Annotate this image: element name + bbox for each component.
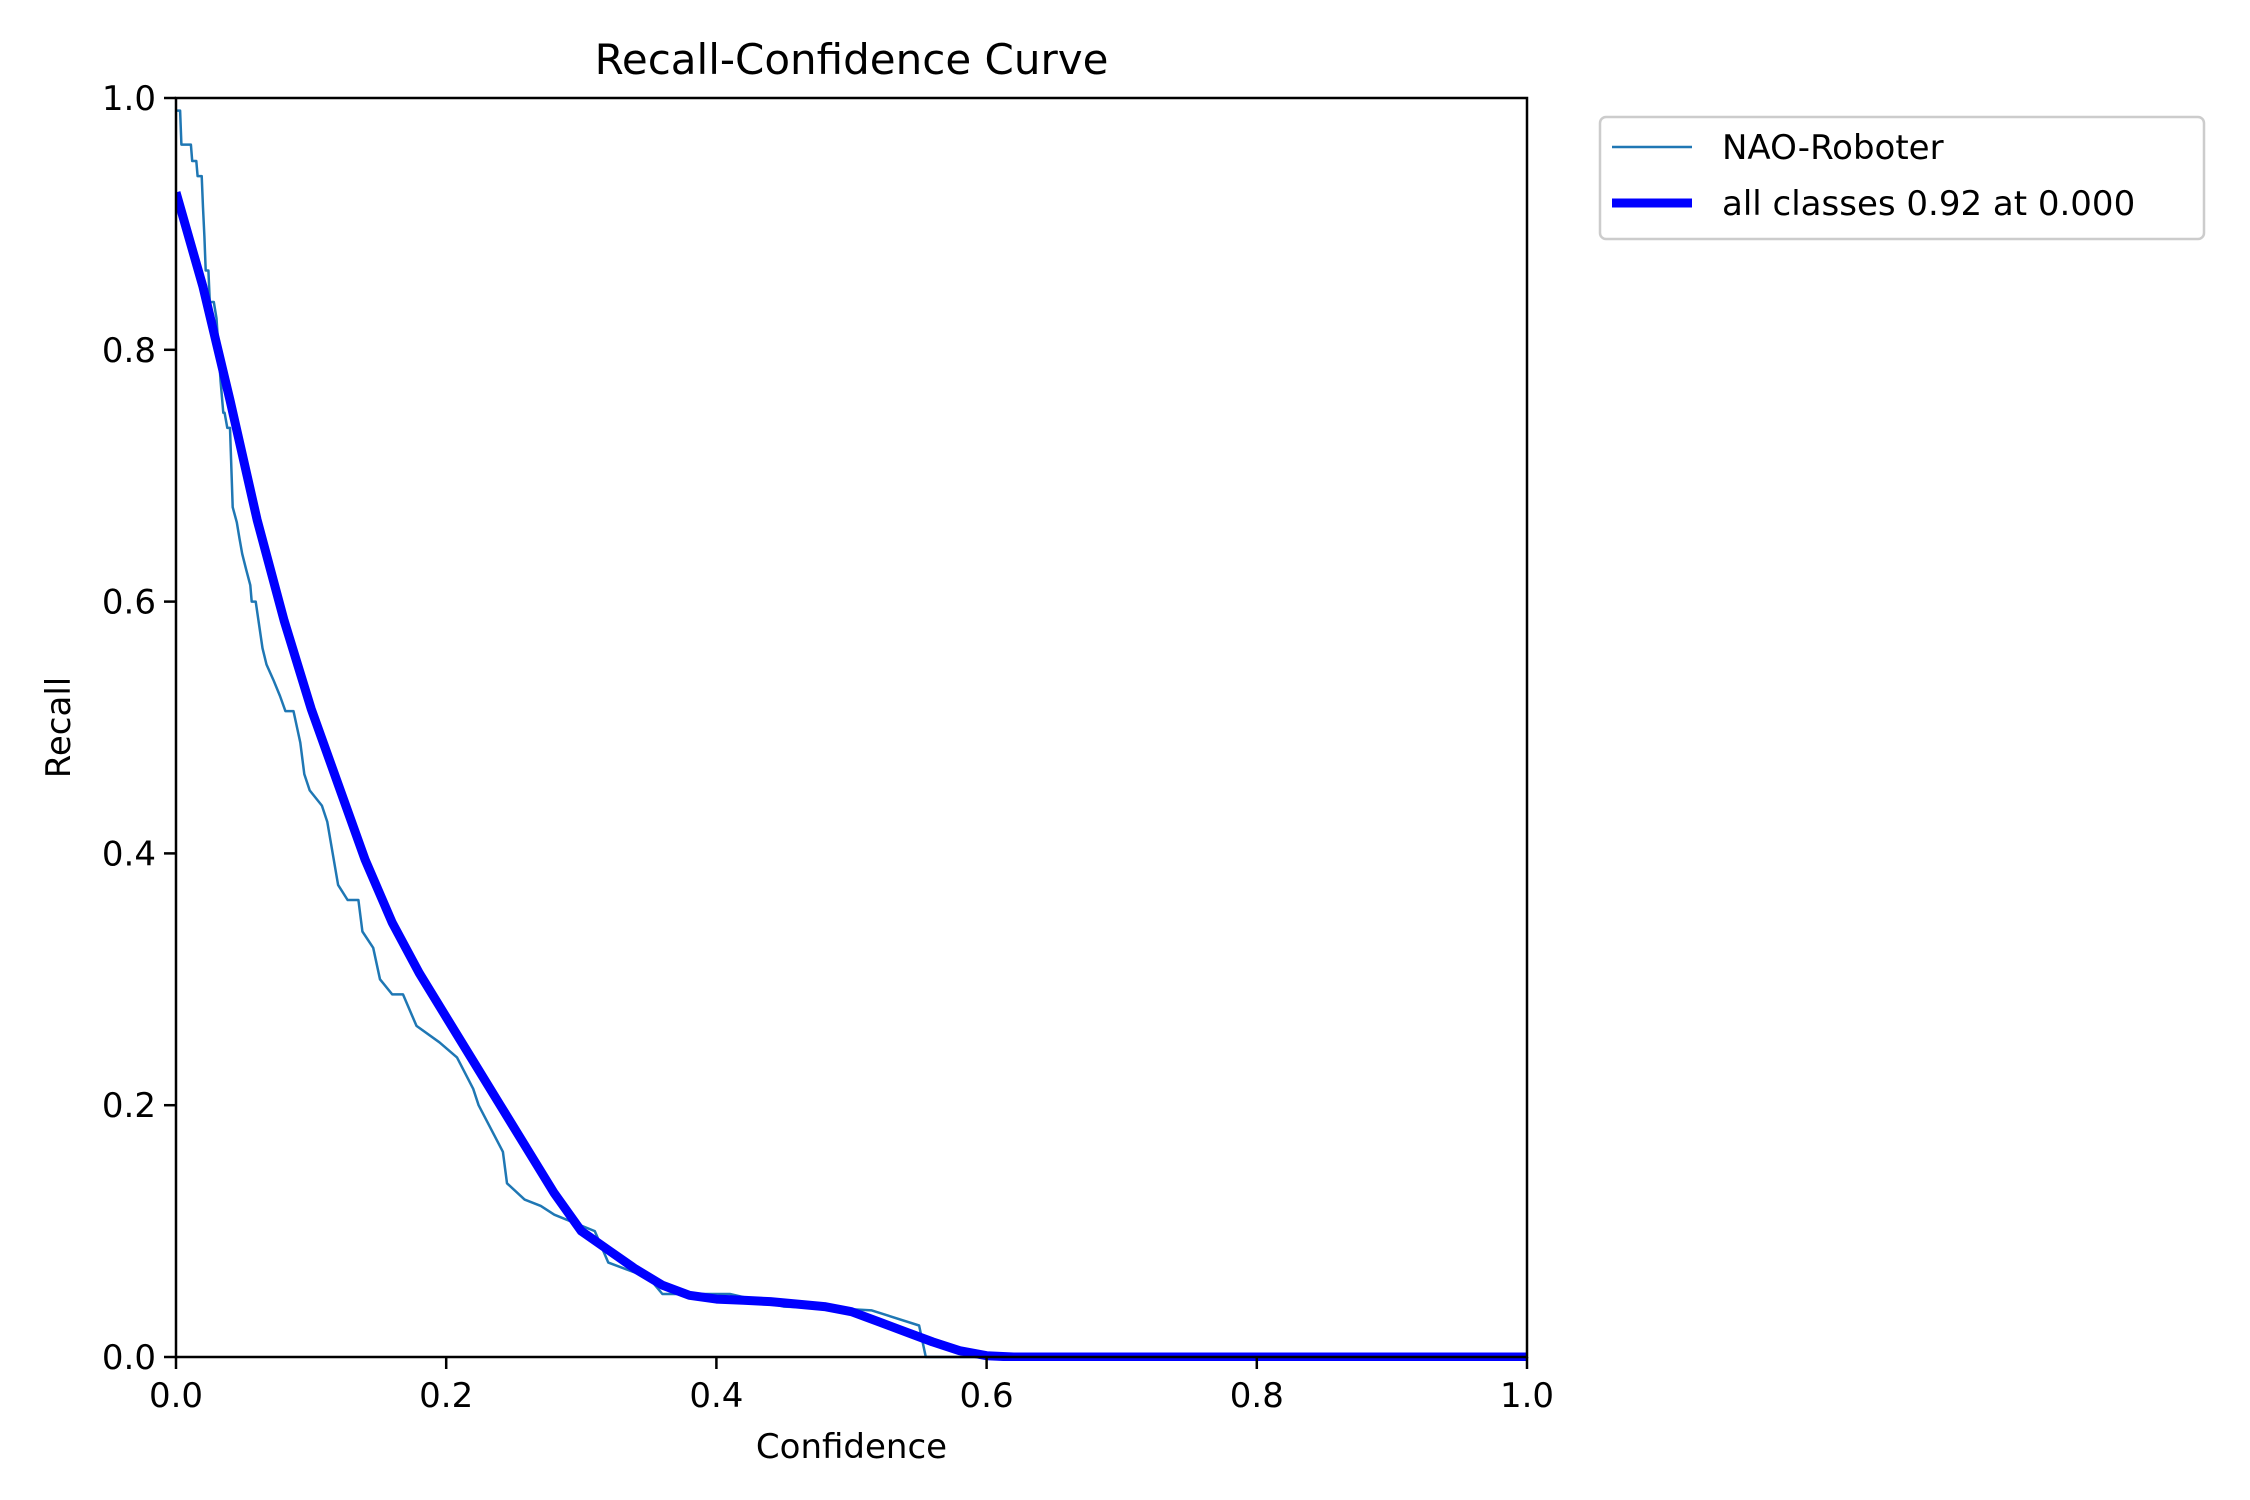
- plot-area: 0.0 0.2 0.4 0.6 0.8 1.0 0.0 0.2 0.4 0.6 0.8 1.0: [102, 79, 1554, 1416]
- series-line-all-classes: [176, 191, 1527, 1361]
- x-tick-label: 0.6: [960, 1376, 1014, 1416]
- y-tick-label: 0.4: [102, 834, 156, 874]
- legend: NAO-Roboter all classes 0.92 at 0.000: [1598, 115, 2206, 241]
- x-tick-label: 0.8: [1230, 1376, 1284, 1416]
- plot-frame: [174, 96, 1529, 1359]
- y-tick-label: 0.2: [102, 1086, 156, 1126]
- y-tick-label: 1.0: [102, 79, 156, 119]
- x-tick-label: 0.4: [689, 1376, 743, 1416]
- legend-box: [1598, 115, 2206, 241]
- y-tick-label: 0.6: [102, 583, 156, 623]
- chart-title: Recall-Confidence Curve: [595, 35, 1109, 84]
- x-tick-label: 0.0: [149, 1376, 203, 1416]
- legend-label-nao-roboter: NAO-Roboter: [1722, 128, 1944, 168]
- legend-label-all-classes: all classes 0.92 at 0.000: [1722, 184, 2135, 224]
- x-axis-title: Confidence: [756, 1427, 947, 1467]
- y-tick-label: 0.8: [102, 331, 156, 371]
- y-axis-title: Recall: [39, 677, 79, 778]
- x-tick-label: 0.2: [419, 1376, 473, 1416]
- series-line-nao-roboter: [176, 109, 1527, 1359]
- y-tick-label: 0.0: [102, 1338, 156, 1378]
- x-tick-label: 1.0: [1500, 1376, 1554, 1416]
